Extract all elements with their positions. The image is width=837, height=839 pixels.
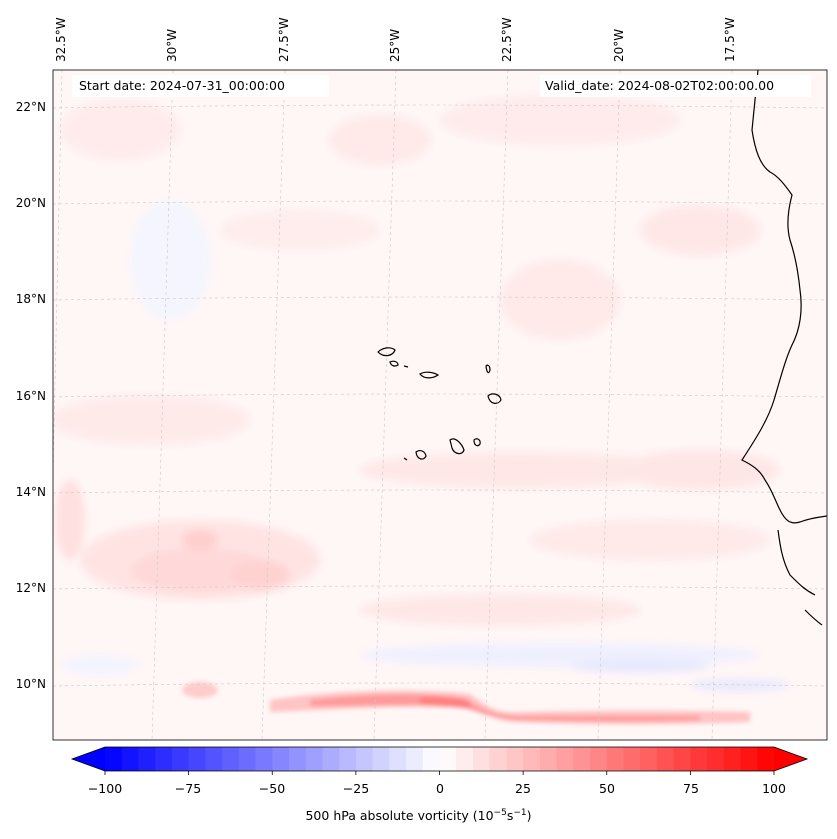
colorbar-segment [305, 747, 324, 771]
colorbar-segment [272, 747, 290, 771]
colorbar-label-exp2: −1 [513, 808, 527, 818]
colorbar-segment [105, 747, 123, 771]
cape-verde-islands [377, 347, 502, 461]
colorbar-segment [205, 747, 223, 771]
colorbar-segment [188, 747, 206, 771]
colorbar-extend-min [72, 747, 105, 771]
colorbar-tick: 100 [762, 781, 786, 796]
lat-label-22n: 22°N [15, 100, 46, 114]
colorbar-segment [757, 747, 775, 771]
colorbar-label: 500 hPa absolute vorticity (10−5s−1) [0, 808, 837, 823]
lon-label-27-5w: 27.5°W [277, 17, 291, 62]
colorbar-segment [723, 747, 742, 771]
colorbar-segment [422, 747, 441, 771]
lon-label-22-5w: 22.5°W [500, 17, 514, 62]
colorbar-segment [121, 747, 140, 771]
colorbar-tick: 75 [683, 781, 699, 796]
colorbar-segment [389, 747, 407, 771]
colorbar-segment [489, 747, 507, 771]
colorbar-tick: −100 [87, 781, 123, 796]
colorbar-segment [556, 747, 574, 771]
valid-date-label: Valid_date: 2024-08-02T02:00:00.00 [540, 75, 811, 97]
start-date-label: Start date: 2024-07-31_00:00:00 [72, 75, 329, 97]
colorbar-label-exp1: −5 [493, 808, 507, 818]
lon-label-17-5w: 17.5°W [723, 17, 737, 62]
colorbar-label-main: 500 hPa absolute vorticity (10 [305, 808, 494, 824]
colorbar-segment [171, 747, 190, 771]
africa-coastline [741, 70, 827, 626]
lat-label-20n: 20°N [15, 196, 46, 210]
colorbar-segment [222, 747, 240, 771]
colorbar-segment [255, 747, 273, 771]
colorbar-label-mid: s [506, 808, 514, 824]
colorbar-label-end: ) [526, 808, 532, 824]
lat-label-10n: 10°N [15, 677, 46, 691]
colorbar-tick: 25 [515, 781, 531, 796]
map-frame [52, 69, 828, 741]
colorbar-segment [506, 747, 524, 771]
colorbar-segment [590, 747, 608, 771]
colorbar-segment [690, 747, 708, 771]
lat-label-14n: 14°N [15, 485, 46, 499]
colorbar-segment [406, 747, 424, 771]
colorbar-segment [238, 747, 257, 771]
colorbar-tick: −50 [258, 781, 286, 796]
colorbar-tick: 50 [599, 781, 615, 796]
colorbar-segment [155, 747, 173, 771]
lat-label-18n: 18°N [15, 292, 46, 306]
colorbar-segment [640, 747, 658, 771]
colorbar-tick: −25 [342, 781, 370, 796]
colorbar-segment [456, 747, 474, 771]
colorbar-segment [339, 747, 357, 771]
colorbar-segment [539, 747, 558, 771]
colorbar-tick: −75 [174, 781, 202, 796]
colorbar-segment [656, 747, 675, 771]
colorbar-segment [573, 747, 591, 771]
colorbar-segment [623, 747, 641, 771]
lat-label-12n: 12°N [15, 581, 46, 595]
colorbar-segment [372, 747, 390, 771]
colorbar-segment [322, 747, 340, 771]
colorbar-segment [707, 747, 725, 771]
colorbar-segment [673, 747, 691, 771]
colorbar [70, 746, 809, 775]
colorbar-segment [523, 747, 541, 771]
colorbar-segment [439, 747, 457, 771]
lon-label-30w: 30°W [165, 28, 179, 62]
lon-label-25w: 25°W [388, 28, 402, 62]
colorbar-segment [355, 747, 374, 771]
colorbar-segment [606, 747, 625, 771]
colorbar-segment [288, 747, 307, 771]
lon-label-32-5w: 32.5°W [54, 17, 68, 62]
gridlines [53, 70, 827, 740]
colorbar-segment [472, 747, 491, 771]
colorbar-segment [138, 747, 156, 771]
vorticity-field [53, 70, 827, 740]
lat-label-16n: 16°N [15, 389, 46, 403]
lon-label-20w: 20°W [612, 28, 626, 62]
colorbar-extend-max [774, 747, 807, 771]
colorbar-segment [740, 747, 758, 771]
colorbar-tick: 0 [436, 781, 444, 796]
